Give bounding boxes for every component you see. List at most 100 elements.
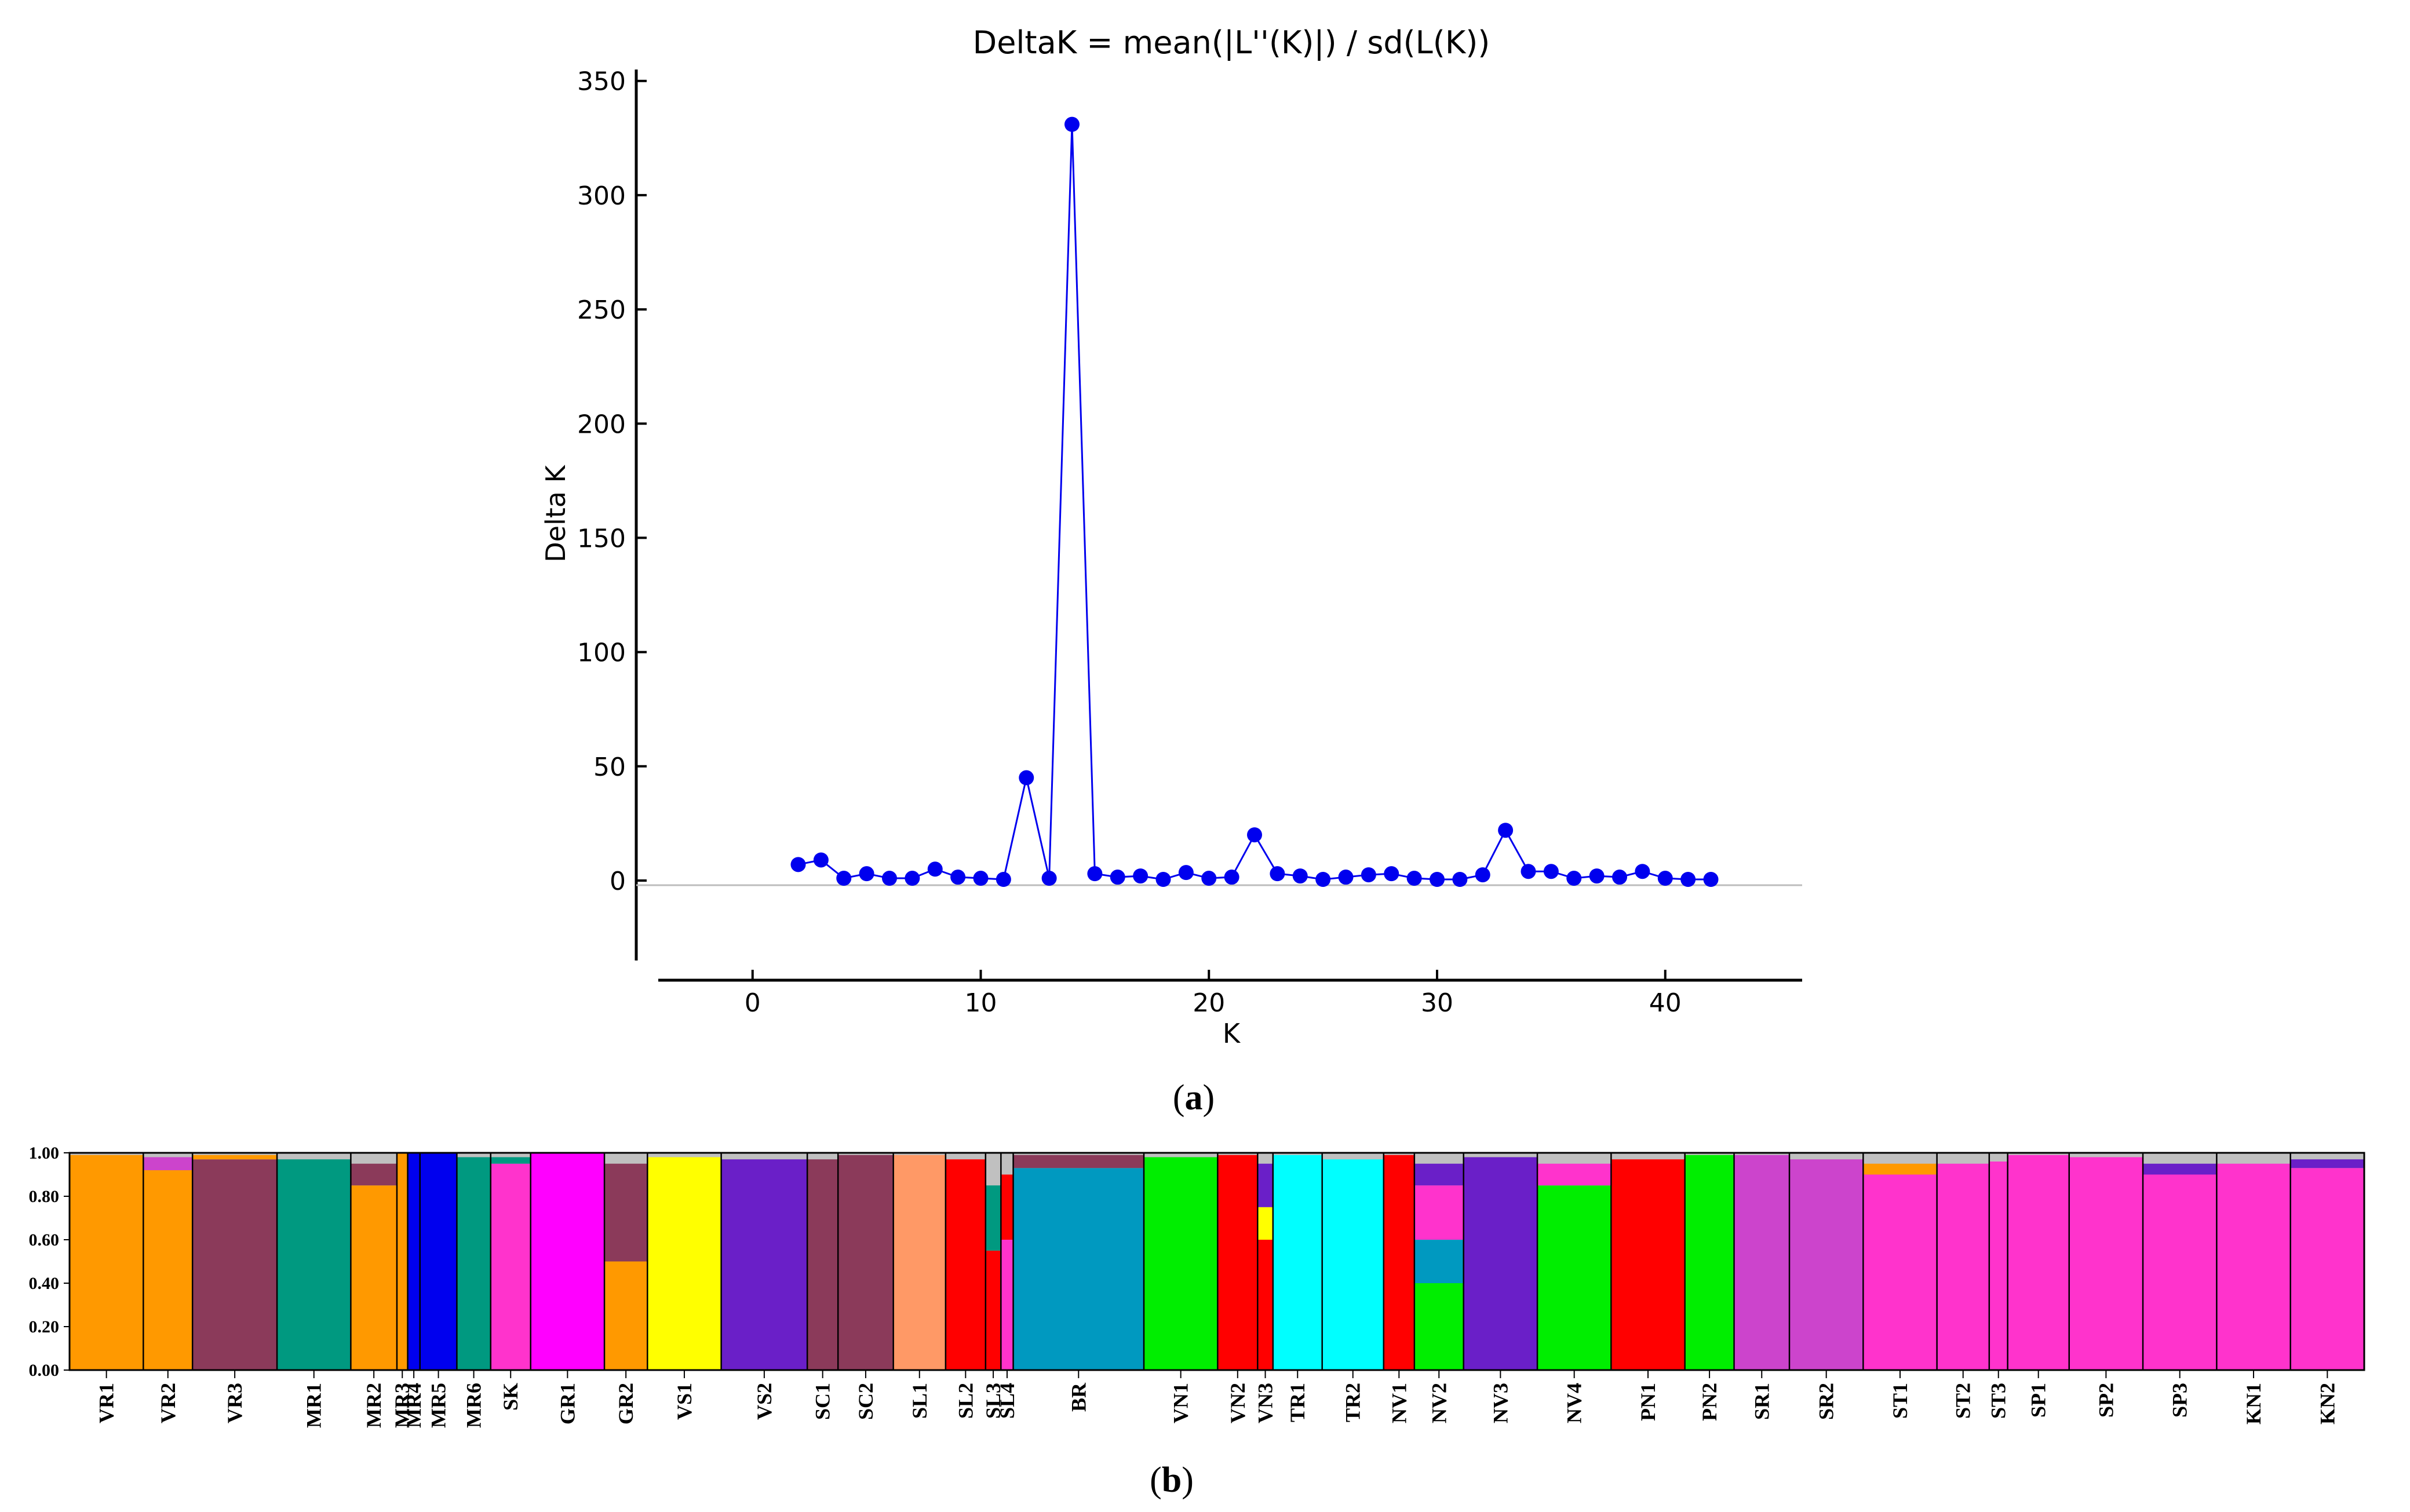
ancestry-segment — [1611, 1159, 1686, 1370]
ancestry-segment — [647, 1157, 722, 1370]
ancestry-segment — [1001, 1240, 1014, 1370]
x-tick-label: 20 — [1193, 988, 1225, 1018]
data-point — [1635, 864, 1650, 879]
data-point — [996, 872, 1011, 888]
population-label: MR1 — [302, 1383, 326, 1428]
ancestry-segment — [457, 1157, 491, 1370]
population-bar-br — [1012, 1153, 1144, 1370]
x-tick-label: 0 — [745, 988, 761, 1018]
population-bar-vs2 — [720, 1153, 808, 1370]
ancestry-segment — [893, 1155, 946, 1370]
data-point — [882, 871, 897, 886]
y-axis-label: Delta K — [540, 464, 571, 562]
population-label: TR1 — [1286, 1383, 1309, 1422]
ancestry-segment — [1789, 1159, 1864, 1370]
population-label: GR1 — [556, 1383, 579, 1425]
population-bar-sp1 — [2007, 1153, 2070, 1370]
data-point — [1543, 864, 1559, 879]
ancestry-segment — [604, 1163, 648, 1262]
population-bar-sk — [490, 1153, 531, 1370]
ancestry-segment — [277, 1159, 351, 1370]
population-label: SC2 — [854, 1383, 877, 1420]
population-label: MR4 — [402, 1383, 425, 1428]
population-label: VR1 — [95, 1383, 118, 1423]
data-point — [836, 871, 852, 886]
data-point — [1498, 823, 1514, 838]
ancestry-segment — [2143, 1174, 2217, 1370]
population-bar-mr2 — [350, 1153, 398, 1370]
ancestry-segment — [1257, 1163, 1274, 1207]
population-label: BR — [1067, 1382, 1090, 1412]
ancestry-segment — [490, 1157, 531, 1164]
data-point — [1703, 872, 1719, 888]
data-point — [1657, 871, 1673, 886]
population-bar-vr2 — [143, 1153, 193, 1370]
population-label: ST1 — [1888, 1383, 1912, 1419]
population-label: SL2 — [954, 1383, 977, 1419]
ancestry-segment — [2069, 1157, 2143, 1370]
ancestry-segment — [1257, 1240, 1274, 1370]
ancestry-segment — [945, 1159, 986, 1370]
ancestry-segment — [1414, 1240, 1464, 1283]
population-label: KN2 — [2316, 1383, 2339, 1425]
y-tick-label: 0.20 — [29, 1317, 60, 1336]
caption-a-letter: a — [1185, 1078, 1203, 1117]
ancestry-segment — [1001, 1174, 1014, 1240]
ancestry-segment — [1322, 1159, 1384, 1370]
data-point — [1178, 865, 1194, 881]
y-tick-label: 0 — [610, 867, 626, 896]
population-bar-mr3 — [396, 1153, 409, 1370]
population-bar-nv1 — [1383, 1153, 1415, 1370]
ancestry-segment — [70, 1155, 144, 1370]
data-point — [905, 871, 920, 886]
population-label: SK — [499, 1383, 522, 1411]
population-label: NV2 — [1427, 1383, 1450, 1423]
ancestry-segment — [1537, 1185, 1611, 1370]
population-bar-sl2 — [945, 1153, 986, 1370]
ancestry-segment — [2290, 1168, 2365, 1370]
admixture-barplot: 0.00 0.20 0.40 0.60 0.80 1.00 VR1 VR2 VR3 MR1 MR2… — [29, 1144, 2365, 1428]
y-tick-label: 100 — [577, 638, 626, 668]
population-label: SL3 — [982, 1383, 1005, 1419]
population-bar-sp3 — [2142, 1153, 2217, 1370]
y-tick-label: 0.00 — [29, 1361, 60, 1380]
data-point — [1247, 827, 1262, 843]
population-bar-nv3 — [1463, 1153, 1538, 1370]
population-bar-gr2 — [603, 1153, 648, 1370]
ancestry-segment — [1937, 1163, 1990, 1370]
ancestry-segment — [1273, 1155, 1323, 1370]
population-bar-pn2 — [1684, 1153, 1735, 1370]
y-tick-label: 0.80 — [29, 1187, 60, 1206]
data-point — [1315, 872, 1331, 888]
ancestry-segment — [2216, 1163, 2291, 1370]
data-point — [927, 861, 943, 877]
data-point — [950, 870, 966, 885]
y-tick-label: 1.00 — [29, 1144, 60, 1163]
ancestry-segment — [351, 1163, 398, 1186]
y-tick-label: 0.60 — [29, 1230, 60, 1250]
data-point — [973, 871, 989, 886]
population-bar-tr2 — [1321, 1153, 1384, 1370]
data-point — [1201, 871, 1217, 886]
population-bar-kn1 — [2216, 1153, 2291, 1370]
data-point — [1361, 867, 1376, 883]
population-bar-vs1 — [647, 1153, 722, 1370]
population-label: VS1 — [673, 1383, 696, 1420]
data-point — [1019, 770, 1034, 786]
population-label: ST2 — [1952, 1383, 1975, 1419]
y-ticks: 0 50 100 150 200 250 300 350 — [577, 67, 647, 896]
population-label: SP3 — [2168, 1383, 2192, 1418]
data-point — [790, 857, 806, 872]
population-bar-sr2 — [1788, 1153, 1864, 1370]
data-point — [1566, 871, 1582, 886]
population-bar-sr1 — [1733, 1153, 1790, 1370]
caption-b-letter: b — [1162, 1460, 1182, 1500]
y-tick-label: 50 — [593, 753, 626, 782]
ancestry-segment — [1013, 1168, 1144, 1370]
ancestry-segment — [1217, 1155, 1258, 1370]
population-label: VN1 — [1169, 1383, 1193, 1423]
population-label: MR6 — [462, 1383, 486, 1428]
population-bar-vr1 — [68, 1153, 144, 1370]
ancestry-segment — [1734, 1155, 1790, 1370]
